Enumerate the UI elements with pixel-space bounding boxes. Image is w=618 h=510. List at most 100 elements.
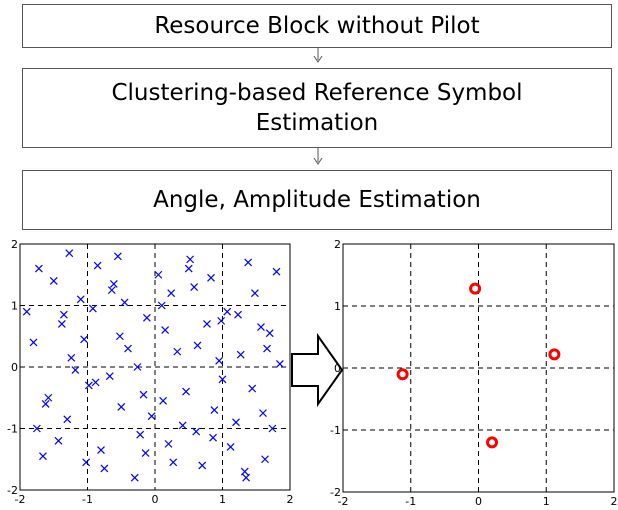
point: [226, 443, 235, 451]
point: [32, 424, 41, 433]
y-tick-label: 2: [334, 238, 341, 251]
plot: -2 -1 0 1 2 -2 -1 0 1 2: [7, 238, 293, 506]
x-tick-label: -2: [15, 493, 26, 506]
point: [63, 415, 72, 424]
point: [469, 282, 482, 295]
transform-arrow: [291, 332, 344, 408]
x-tick-label: 0: [152, 493, 159, 506]
point: [223, 307, 232, 316]
point: [218, 375, 227, 384]
point: [54, 436, 63, 445]
point: [80, 335, 89, 344]
point: [250, 289, 259, 298]
point: [265, 329, 274, 338]
y-tick-label: 1: [334, 300, 341, 313]
point: [186, 255, 195, 264]
point: [34, 264, 43, 273]
point: [548, 348, 561, 361]
point: [167, 289, 176, 298]
point: [236, 350, 245, 359]
point: [240, 467, 249, 476]
connector-arrows: [313, 48, 323, 165]
point: [272, 267, 281, 276]
y-tick-label: -2: [7, 484, 18, 497]
y-tick-label: -1: [7, 423, 18, 436]
point: [157, 301, 166, 310]
point: [192, 427, 201, 436]
y-tick-label: 0: [334, 362, 341, 375]
point: [257, 323, 265, 331]
arrow: [313, 148, 323, 165]
point: [259, 409, 267, 418]
y-tick-label: 0: [11, 361, 18, 374]
point: [210, 406, 219, 414]
y-tick-label: 1: [11, 300, 18, 313]
point: [97, 446, 105, 454]
x-tick-label: 1: [219, 493, 226, 506]
point: [120, 298, 129, 307]
point: [141, 449, 150, 458]
point: [67, 353, 76, 362]
y-tick-label: -2: [330, 486, 341, 499]
point: [88, 304, 97, 313]
x-tick-label: 0: [475, 495, 482, 508]
point: [169, 458, 178, 467]
point: [261, 455, 269, 464]
x-tick-label: 1: [543, 495, 550, 508]
point: [396, 368, 409, 381]
point: [234, 310, 242, 319]
point: [139, 390, 148, 399]
point: [159, 396, 168, 405]
point: [164, 439, 173, 448]
point: [161, 326, 170, 335]
step-box: Angle, Amplitude Estimation: [22, 170, 612, 230]
point: [22, 307, 31, 316]
point: [263, 344, 271, 353]
point: [107, 286, 116, 295]
point: [113, 252, 122, 261]
point: [41, 399, 50, 408]
point: [44, 393, 53, 402]
point: [198, 461, 207, 470]
point: [242, 473, 251, 482]
point: [142, 313, 151, 322]
point: [133, 363, 142, 371]
point: [178, 421, 187, 430]
point: [49, 276, 58, 285]
point: [190, 283, 199, 291]
point: [486, 436, 499, 449]
step-box: Resource Block without Pilot: [22, 4, 612, 48]
point: [76, 295, 85, 304]
point: [109, 280, 118, 288]
point: [147, 412, 156, 421]
point: [29, 338, 38, 347]
point: [203, 320, 211, 328]
x-tick-label: 2: [611, 495, 618, 508]
point: [248, 384, 257, 393]
plot: -2 -1 0 1 2 -2 -1 0 1 2: [330, 238, 617, 508]
point: [91, 378, 100, 387]
x-tick-label: 2: [287, 493, 294, 506]
y-tick-label: -1: [330, 424, 341, 437]
point: [105, 372, 114, 381]
point: [193, 341, 202, 350]
point: [39, 452, 47, 461]
point: [173, 347, 182, 356]
x-tick-label: -1: [82, 493, 93, 506]
point: [117, 403, 126, 411]
point: [217, 316, 226, 325]
point: [57, 320, 66, 328]
point: [115, 332, 124, 341]
step-box: Clustering-based Reference Symbol Estima…: [22, 68, 612, 148]
point: [207, 273, 215, 282]
arrow: [313, 48, 323, 63]
x-tick-label: -2: [338, 495, 349, 508]
point: [244, 258, 253, 267]
point: [215, 356, 224, 365]
point: [275, 360, 284, 368]
point: [59, 310, 68, 319]
point: [100, 464, 109, 473]
y-tick-label: 2: [11, 238, 18, 251]
